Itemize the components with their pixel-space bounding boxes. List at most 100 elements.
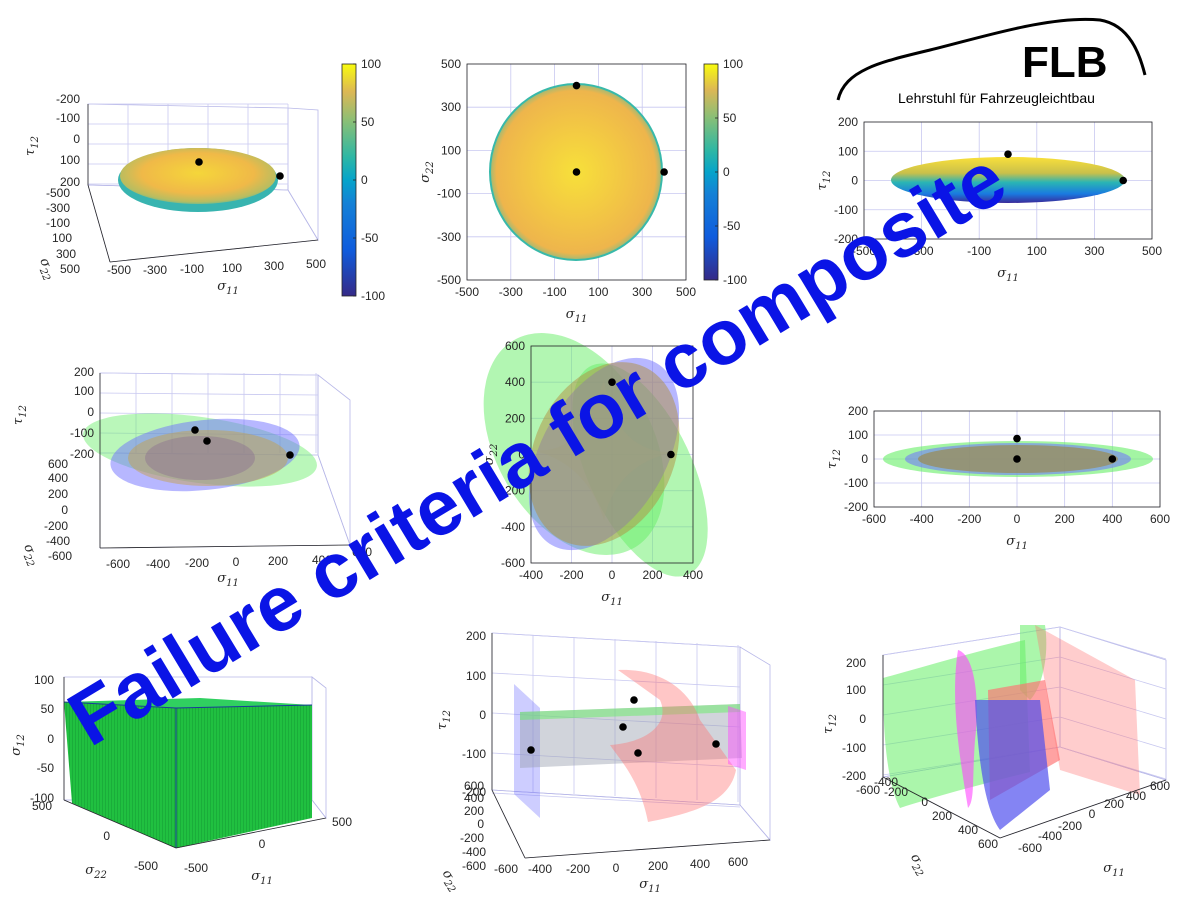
z-tick-label: 0 <box>73 132 80 146</box>
side-wall <box>311 676 327 820</box>
surface-blue <box>110 418 300 492</box>
x-tick-label: -300 <box>499 285 523 299</box>
y-tick-label: -600 <box>501 556 525 570</box>
chart-p3: -500 -300 -100 100 300 500 200 100 0 -100 -200 σ11 τ… <box>815 115 1162 284</box>
x-axis-label: σ11 <box>566 307 588 325</box>
x-axis-label-text: σ11 <box>997 266 1019 284</box>
z-axis-label-text: τ12 <box>11 405 29 425</box>
x-tick-label: 0 <box>1089 807 1096 821</box>
data-point <box>630 696 638 704</box>
y-tick-label: -400 <box>46 534 70 548</box>
y-tick-label: 0 <box>851 174 858 188</box>
x-tick-label: -200 <box>1058 819 1082 833</box>
y-tick-label: -500 <box>134 859 158 873</box>
axes-box <box>466 63 687 281</box>
x-tick-label: 600 <box>728 855 748 869</box>
y-tick-label: 0 <box>861 452 868 466</box>
colorbar-tick-label: -100 <box>361 289 385 303</box>
y-axis-label: σ22 <box>418 161 436 183</box>
colorbar-tick-label: -50 <box>723 219 741 233</box>
axis-line <box>63 799 177 849</box>
side-wall <box>287 107 319 242</box>
y-tick-label: 200 <box>838 115 858 129</box>
z-axis-label: τ12 <box>435 710 453 730</box>
y-axis-label: σ22 <box>482 444 500 466</box>
logo-text: FLB <box>1022 38 1108 87</box>
y-tick-label: 200 <box>48 487 68 501</box>
surface-group <box>63 698 313 848</box>
axis-line <box>999 779 1167 839</box>
y-tick-label: -100 <box>437 187 461 201</box>
x-tick-label: 600 <box>1150 779 1170 793</box>
z-tick-label: 100 <box>34 673 54 687</box>
grid-line <box>1059 746 1167 780</box>
x-tick-label: -500 <box>184 861 208 875</box>
y-tick-label: 300 <box>56 247 76 261</box>
z-tick-label: 50 <box>41 702 55 716</box>
colorbar-tick-label: 0 <box>361 173 368 187</box>
surface-group <box>118 148 278 212</box>
axes-box <box>863 121 1153 240</box>
y-tick-label: 100 <box>52 231 72 245</box>
x-axis-label: σ11 <box>217 279 239 297</box>
panels: -500 -300 -100 100 300 500-500-300-1001003005… <box>9 57 1170 895</box>
grid-line <box>99 392 319 396</box>
data-point <box>667 450 675 459</box>
grid-line <box>491 632 741 648</box>
z-tick-label: 0 <box>47 732 54 746</box>
chart-p1: -500 -300 -100 100 300 500-500-300-1001003005… <box>23 57 385 303</box>
surface-group <box>514 669 746 822</box>
x-tick-label: -400 <box>1038 829 1062 843</box>
grid-line <box>491 792 741 808</box>
x-tick-label: 500 <box>676 285 696 299</box>
plane-green <box>520 704 740 720</box>
z-tick-label: -100 <box>842 741 866 755</box>
x-tick-label: -100 <box>543 285 567 299</box>
y-tick-label: 200 <box>848 404 868 418</box>
colorbar: 100 50 0 -50 -100 <box>341 57 385 303</box>
colorbar-tick-label: 100 <box>723 57 743 71</box>
y-tick-label: 500 <box>32 799 52 813</box>
y-axis-label-text: σ22 <box>33 256 58 283</box>
box-edge <box>63 701 177 709</box>
z-tick-label: -200 <box>842 769 866 783</box>
z-axis-label-text: τ12 <box>821 714 839 734</box>
x-tick-label: -600 <box>494 862 518 876</box>
z-tick-label: -100 <box>70 426 94 440</box>
y-axis-label-text: σ22 <box>436 867 463 895</box>
x-axis-label: σ11 <box>251 869 273 887</box>
x-tick-label: 100 <box>588 285 608 299</box>
x-axis-label-text: σ11 <box>1006 534 1028 552</box>
x-tick-label: 0 <box>1014 512 1021 526</box>
y-tick-label: 600 <box>48 457 68 471</box>
x-axis-label-text: σ11 <box>601 590 623 608</box>
x-axis-label: σ11 <box>997 266 1019 284</box>
y-axis-label-text: σ22 <box>17 542 42 569</box>
y-axis-label: τ12 <box>825 449 843 469</box>
y-tick-label: 600 <box>978 837 998 851</box>
x-tick-label: -300 <box>910 244 934 258</box>
axis-line <box>524 839 771 859</box>
y-tick-label: 0 <box>518 448 525 462</box>
y-tick-label: -400 <box>874 775 898 789</box>
y-tick-label: -600 <box>856 783 880 797</box>
data-point <box>712 740 720 748</box>
y-tick-label: 400 <box>48 471 68 485</box>
plane-magenta <box>728 706 746 770</box>
y-tick-label: -200 <box>844 500 868 514</box>
y-axis-label: σ22 <box>17 542 42 569</box>
logo-subtitle: Lehrstuhl für Fahrzeugleichtbau <box>898 90 1095 106</box>
colorbar-tick-label: 100 <box>361 57 381 71</box>
x-tick-label: 300 <box>632 285 652 299</box>
box-edge <box>175 704 313 709</box>
y-tick-label: 200 <box>505 411 525 425</box>
x-tick-label: 200 <box>648 859 668 873</box>
y-tick-label: 600 <box>505 339 525 353</box>
x-axis-label-text: σ11 <box>639 877 661 895</box>
y-axis-label-text: σ22 <box>482 444 500 466</box>
y-axis-label: σ22 <box>85 863 107 881</box>
y-axis-label-text: σ22 <box>85 863 107 881</box>
z-tick-label: 0 <box>859 712 866 726</box>
x-tick-label: 400 <box>690 857 710 871</box>
x-tick-label: 500 <box>332 815 352 829</box>
